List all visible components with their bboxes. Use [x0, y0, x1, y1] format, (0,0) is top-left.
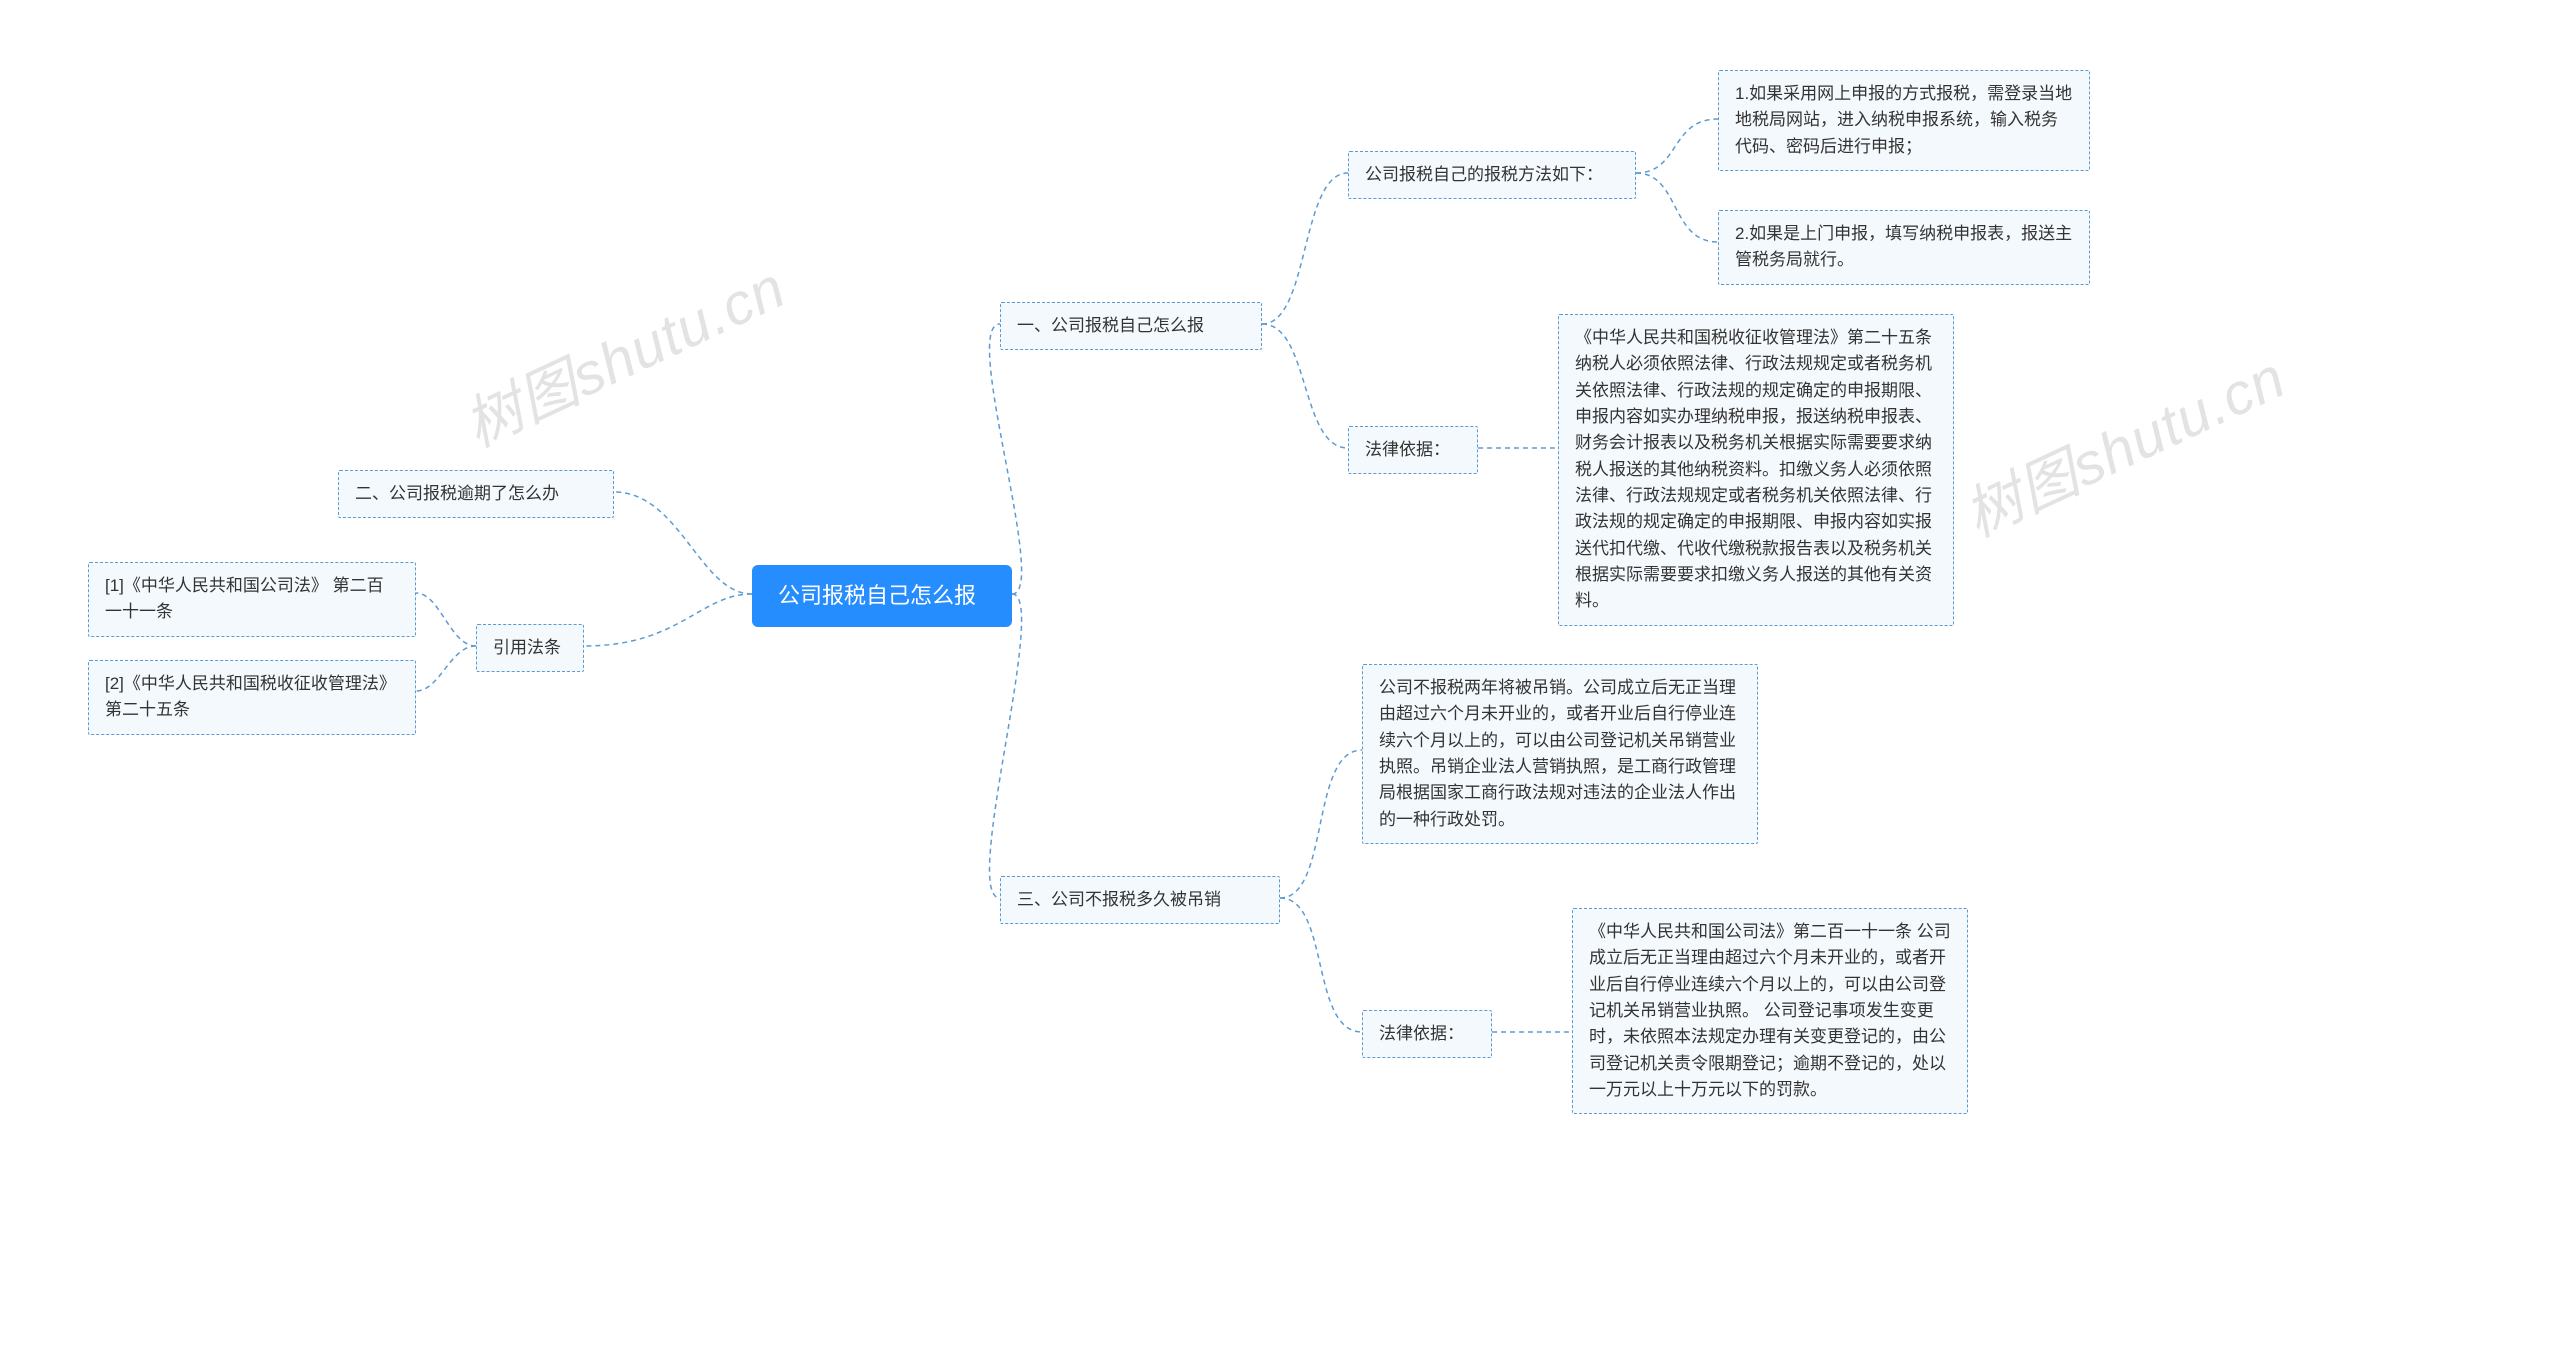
node-citation-2[interactable]: [2]《中华人民共和国税收征收管理法》 第二十五条: [88, 660, 416, 735]
node-methods[interactable]: 公司报税自己的报税方法如下：: [1348, 151, 1636, 199]
node-legal-basis-1[interactable]: 法律依据：: [1348, 426, 1478, 474]
node-section-3[interactable]: 三、公司不报税多久被吊销: [1000, 876, 1280, 924]
node-method-online[interactable]: 1.如果采用网上申报的方式报税，需登录当地地税局网站，进入纳税申报系统，输入税务…: [1718, 70, 2090, 171]
node-citations[interactable]: 引用法条: [476, 624, 584, 672]
node-legal-basis-2[interactable]: 法律依据：: [1362, 1010, 1492, 1058]
node-section-1[interactable]: 一、公司报税自己怎么报: [1000, 302, 1262, 350]
watermark: 树图shutu.cn: [1948, 331, 2296, 553]
node-citation-1[interactable]: [1]《中华人民共和国公司法》 第二百一十一条: [88, 562, 416, 637]
node-section-2[interactable]: 二、公司报税逾期了怎么办: [338, 470, 614, 518]
node-legal-basis-2-text[interactable]: 《中华人民共和国公司法》第二百一十一条 公司成立后无正当理由超过六个月未开业的，…: [1572, 908, 1968, 1114]
watermark: 树图shutu.cn: [448, 241, 796, 463]
node-legal-basis-1-text[interactable]: 《中华人民共和国税收征收管理法》第二十五条 纳税人必须依照法律、行政法规规定或者…: [1558, 314, 1954, 626]
node-method-inperson[interactable]: 2.如果是上门申报，填写纳税申报表，报送主管税务局就行。: [1718, 210, 2090, 285]
mindmap-root[interactable]: 公司报税自己怎么报: [752, 565, 1012, 627]
node-revoke-desc[interactable]: 公司不报税两年将被吊销。公司成立后无正当理由超过六个月未开业的，或者开业后自行停…: [1362, 664, 1758, 844]
